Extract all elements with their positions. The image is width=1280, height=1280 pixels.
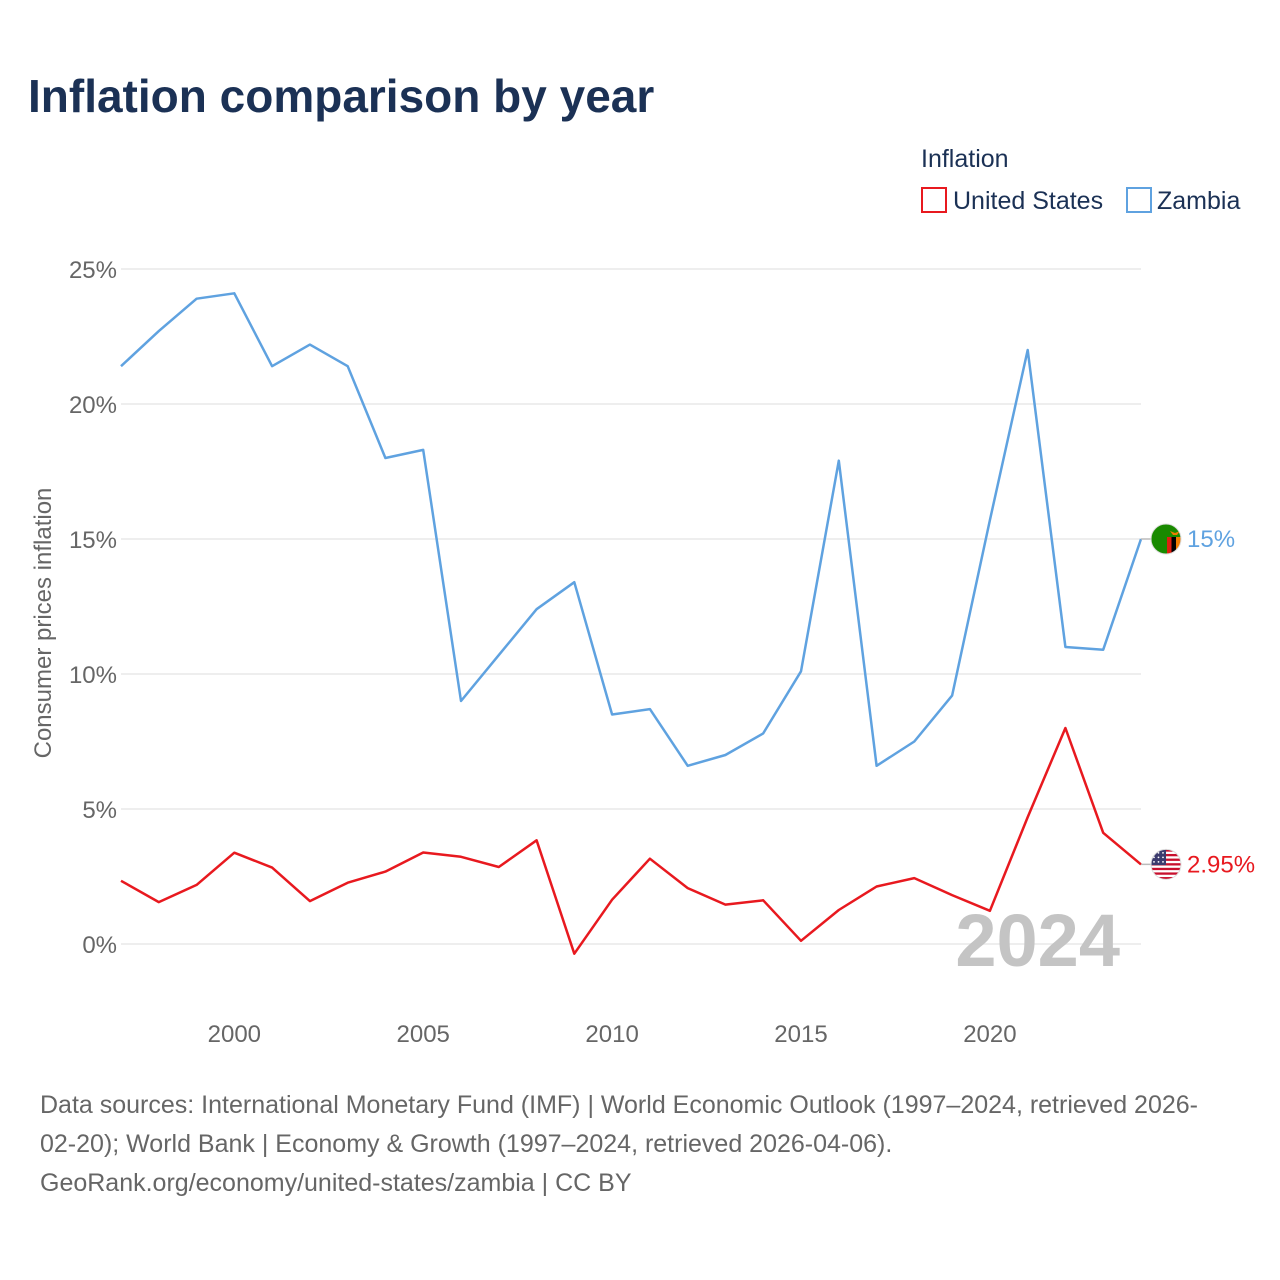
x-axis: 2000 2005 2010 2015 2020	[208, 1021, 1017, 1048]
x-tick-label: 2000	[208, 1021, 261, 1048]
x-tick-label: 2020	[963, 1021, 1016, 1048]
series-line-united-states[interactable]	[120, 726, 1142, 955]
y-tick-label: 0%	[82, 932, 117, 959]
y-tick-label: 25%	[69, 257, 117, 284]
legend-swatch-united-states	[921, 187, 947, 213]
legend-title: Inflation	[921, 145, 1009, 173]
legend-label-zambia: Zambia	[1157, 187, 1240, 215]
x-tick-label: 2010	[585, 1021, 638, 1048]
legend-label-united-states: United States	[953, 187, 1103, 215]
y-tick-label: 10%	[69, 662, 117, 689]
legend-item-zambia[interactable]: Zambia	[1126, 187, 1240, 215]
us-flag-icon	[1150, 848, 1182, 880]
x-tick-label: 2005	[397, 1021, 450, 1048]
end-label-zambia: 15%	[1187, 526, 1235, 553]
y-axis: 0% 5% 10% 15% 20% 25%	[69, 257, 117, 959]
end-label-united-states: 2.95%	[1187, 851, 1255, 878]
source-line-2: 02-20); World Bank | Economy & Growth (1…	[40, 1130, 892, 1158]
flag-border	[1150, 848, 1182, 880]
source-line-3[interactable]: GeoRank.org/economy/united-states/zambia…	[40, 1169, 632, 1197]
gridlines	[121, 268, 1141, 945]
legend-swatch-zambia	[1126, 187, 1152, 213]
year-watermark: 2024	[955, 899, 1120, 982]
end-labels: 2.95% 15%	[1141, 523, 1255, 880]
series	[120, 292, 1143, 955]
y-tick-label: 15%	[69, 527, 117, 554]
y-axis-title: Consumer prices inflation	[30, 488, 57, 759]
legend: Inflation United States Zambia	[921, 145, 1240, 215]
source-line-1: Data sources: International Monetary Fun…	[40, 1091, 1198, 1119]
series-line-zambia[interactable]	[120, 292, 1143, 768]
chart-title: Inflation comparison by year	[28, 70, 654, 122]
y-tick-label: 20%	[69, 392, 117, 419]
data-sources-footer: Data sources: International Monetary Fun…	[40, 1091, 1198, 1197]
flag-border	[1150, 523, 1182, 555]
zambia-flag-icon	[1150, 523, 1182, 555]
x-tick-label: 2015	[774, 1021, 827, 1048]
legend-item-united-states[interactable]: United States	[921, 187, 1103, 215]
y-tick-label: 5%	[82, 797, 117, 824]
